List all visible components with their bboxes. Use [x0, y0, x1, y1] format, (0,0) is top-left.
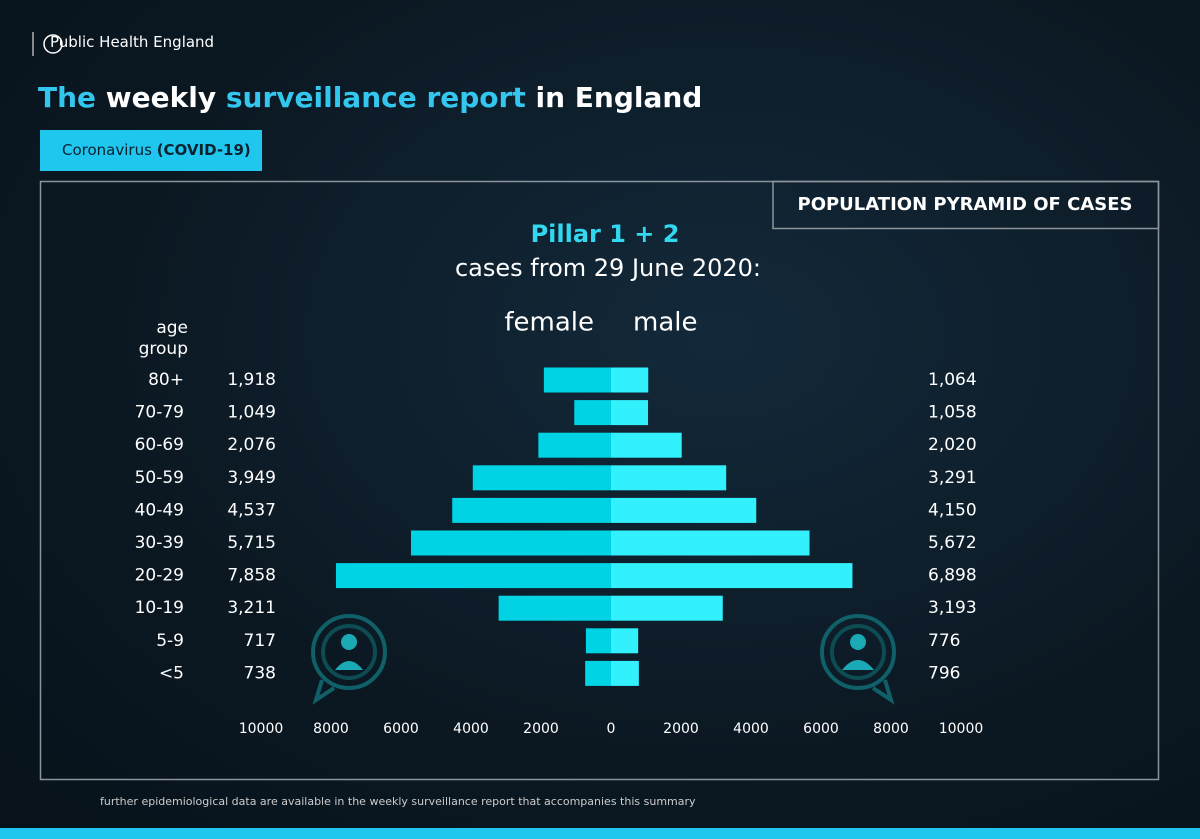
- y-tick-label: 10-19: [135, 598, 184, 618]
- value-label: 2,020: [928, 435, 977, 455]
- badge-text: (COVID-19): [156, 141, 251, 159]
- bottom-stripe: [0, 828, 1200, 839]
- female-icon: [311, 614, 387, 705]
- bar: [538, 432, 611, 458]
- x-tick-label: 4000: [733, 721, 769, 737]
- chart-subtitle: cases from 29 June 2020:: [455, 254, 761, 282]
- bar: [498, 595, 611, 621]
- x-tick-label: 0: [607, 721, 616, 737]
- y-tick-label: 60-69: [135, 435, 184, 455]
- value-label: 738: [244, 663, 276, 683]
- bar: [611, 595, 723, 621]
- bar: [585, 660, 611, 686]
- footnote: further epidemiological data are availab…: [100, 795, 696, 808]
- bar: [410, 530, 611, 556]
- legend-label: female: [504, 308, 594, 338]
- y-tick-label: 30-39: [135, 533, 184, 553]
- x-tick-label: 2000: [523, 721, 559, 737]
- x-tick-label: 8000: [313, 721, 349, 737]
- bar: [335, 563, 611, 589]
- badge: Coronavirus (COVID-19): [62, 141, 251, 159]
- value-label: 3,193: [928, 598, 977, 618]
- value-label: 7,858: [227, 566, 276, 586]
- bar: [472, 465, 611, 491]
- y-axis-label: age group: [138, 318, 188, 359]
- bar: [611, 432, 682, 458]
- bar: [452, 497, 611, 523]
- bar: [543, 367, 611, 393]
- bar: [611, 367, 649, 393]
- bar: [611, 400, 649, 426]
- y-tick-label: 20-29: [135, 566, 184, 586]
- badge-bg: [40, 130, 262, 171]
- x-tick-label: 6000: [383, 721, 419, 737]
- legend-label: male: [633, 308, 697, 338]
- x-tick-label: 4000: [453, 721, 489, 737]
- y-tick-label: <5: [159, 663, 184, 683]
- y-tick-label: 40-49: [135, 500, 184, 520]
- x-tick-label: 2000: [663, 721, 699, 737]
- value-label: 4,150: [928, 500, 977, 520]
- bar: [611, 530, 810, 556]
- value-label: 3,211: [227, 598, 276, 618]
- x-tick-label: 10000: [239, 721, 284, 737]
- x-tick-label: 6000: [803, 721, 839, 737]
- value-label: 2,076: [227, 435, 276, 455]
- bar: [585, 628, 611, 654]
- value-label: 1,049: [227, 403, 276, 423]
- value-label: 5,715: [227, 533, 276, 553]
- x-tick-label: 8000: [873, 721, 909, 737]
- bar: [611, 660, 639, 686]
- box-title: POPULATION PYRAMID OF CASES: [798, 194, 1133, 215]
- value-label: 3,949: [227, 468, 276, 488]
- bar: [611, 465, 727, 491]
- x-tick-label: 10000: [939, 721, 984, 737]
- value-label: 5,672: [928, 533, 977, 553]
- value-label: 717: [244, 631, 276, 651]
- bar: [611, 497, 757, 523]
- title-part: in England: [535, 81, 703, 114]
- male-icon: [820, 614, 896, 705]
- value-label: 3,291: [928, 468, 977, 488]
- value-label: 1,058: [928, 403, 977, 423]
- brand: Public Health England: [50, 33, 215, 51]
- chart-title: Pillar 1 + 2: [531, 220, 680, 248]
- y-tick-label: 5-9: [156, 631, 184, 651]
- box-title-frame: [772, 180, 1160, 230]
- y-tick-label: 50-59: [135, 468, 184, 488]
- value-label: 6,898: [928, 566, 977, 586]
- title-part: weekly: [105, 81, 217, 114]
- value-label: 776: [928, 631, 960, 651]
- crest-icon: [43, 34, 63, 54]
- y-tick-label: 80+: [148, 370, 184, 390]
- y-tick-label: 70-79: [135, 403, 184, 423]
- badge-text: Coronavirus: [62, 141, 152, 159]
- bar: [611, 628, 639, 654]
- page-title: The weekly surveillance report in Englan…: [38, 81, 702, 114]
- value-label: 796: [928, 663, 960, 683]
- bar: [611, 563, 853, 589]
- bar: [574, 400, 611, 426]
- title-part: The: [38, 81, 97, 114]
- value-label: 1,064: [928, 370, 977, 390]
- value-label: 1,918: [227, 370, 276, 390]
- frame: [39, 180, 1160, 781]
- value-label: 4,537: [227, 500, 276, 520]
- title-part: surveillance report: [225, 81, 526, 114]
